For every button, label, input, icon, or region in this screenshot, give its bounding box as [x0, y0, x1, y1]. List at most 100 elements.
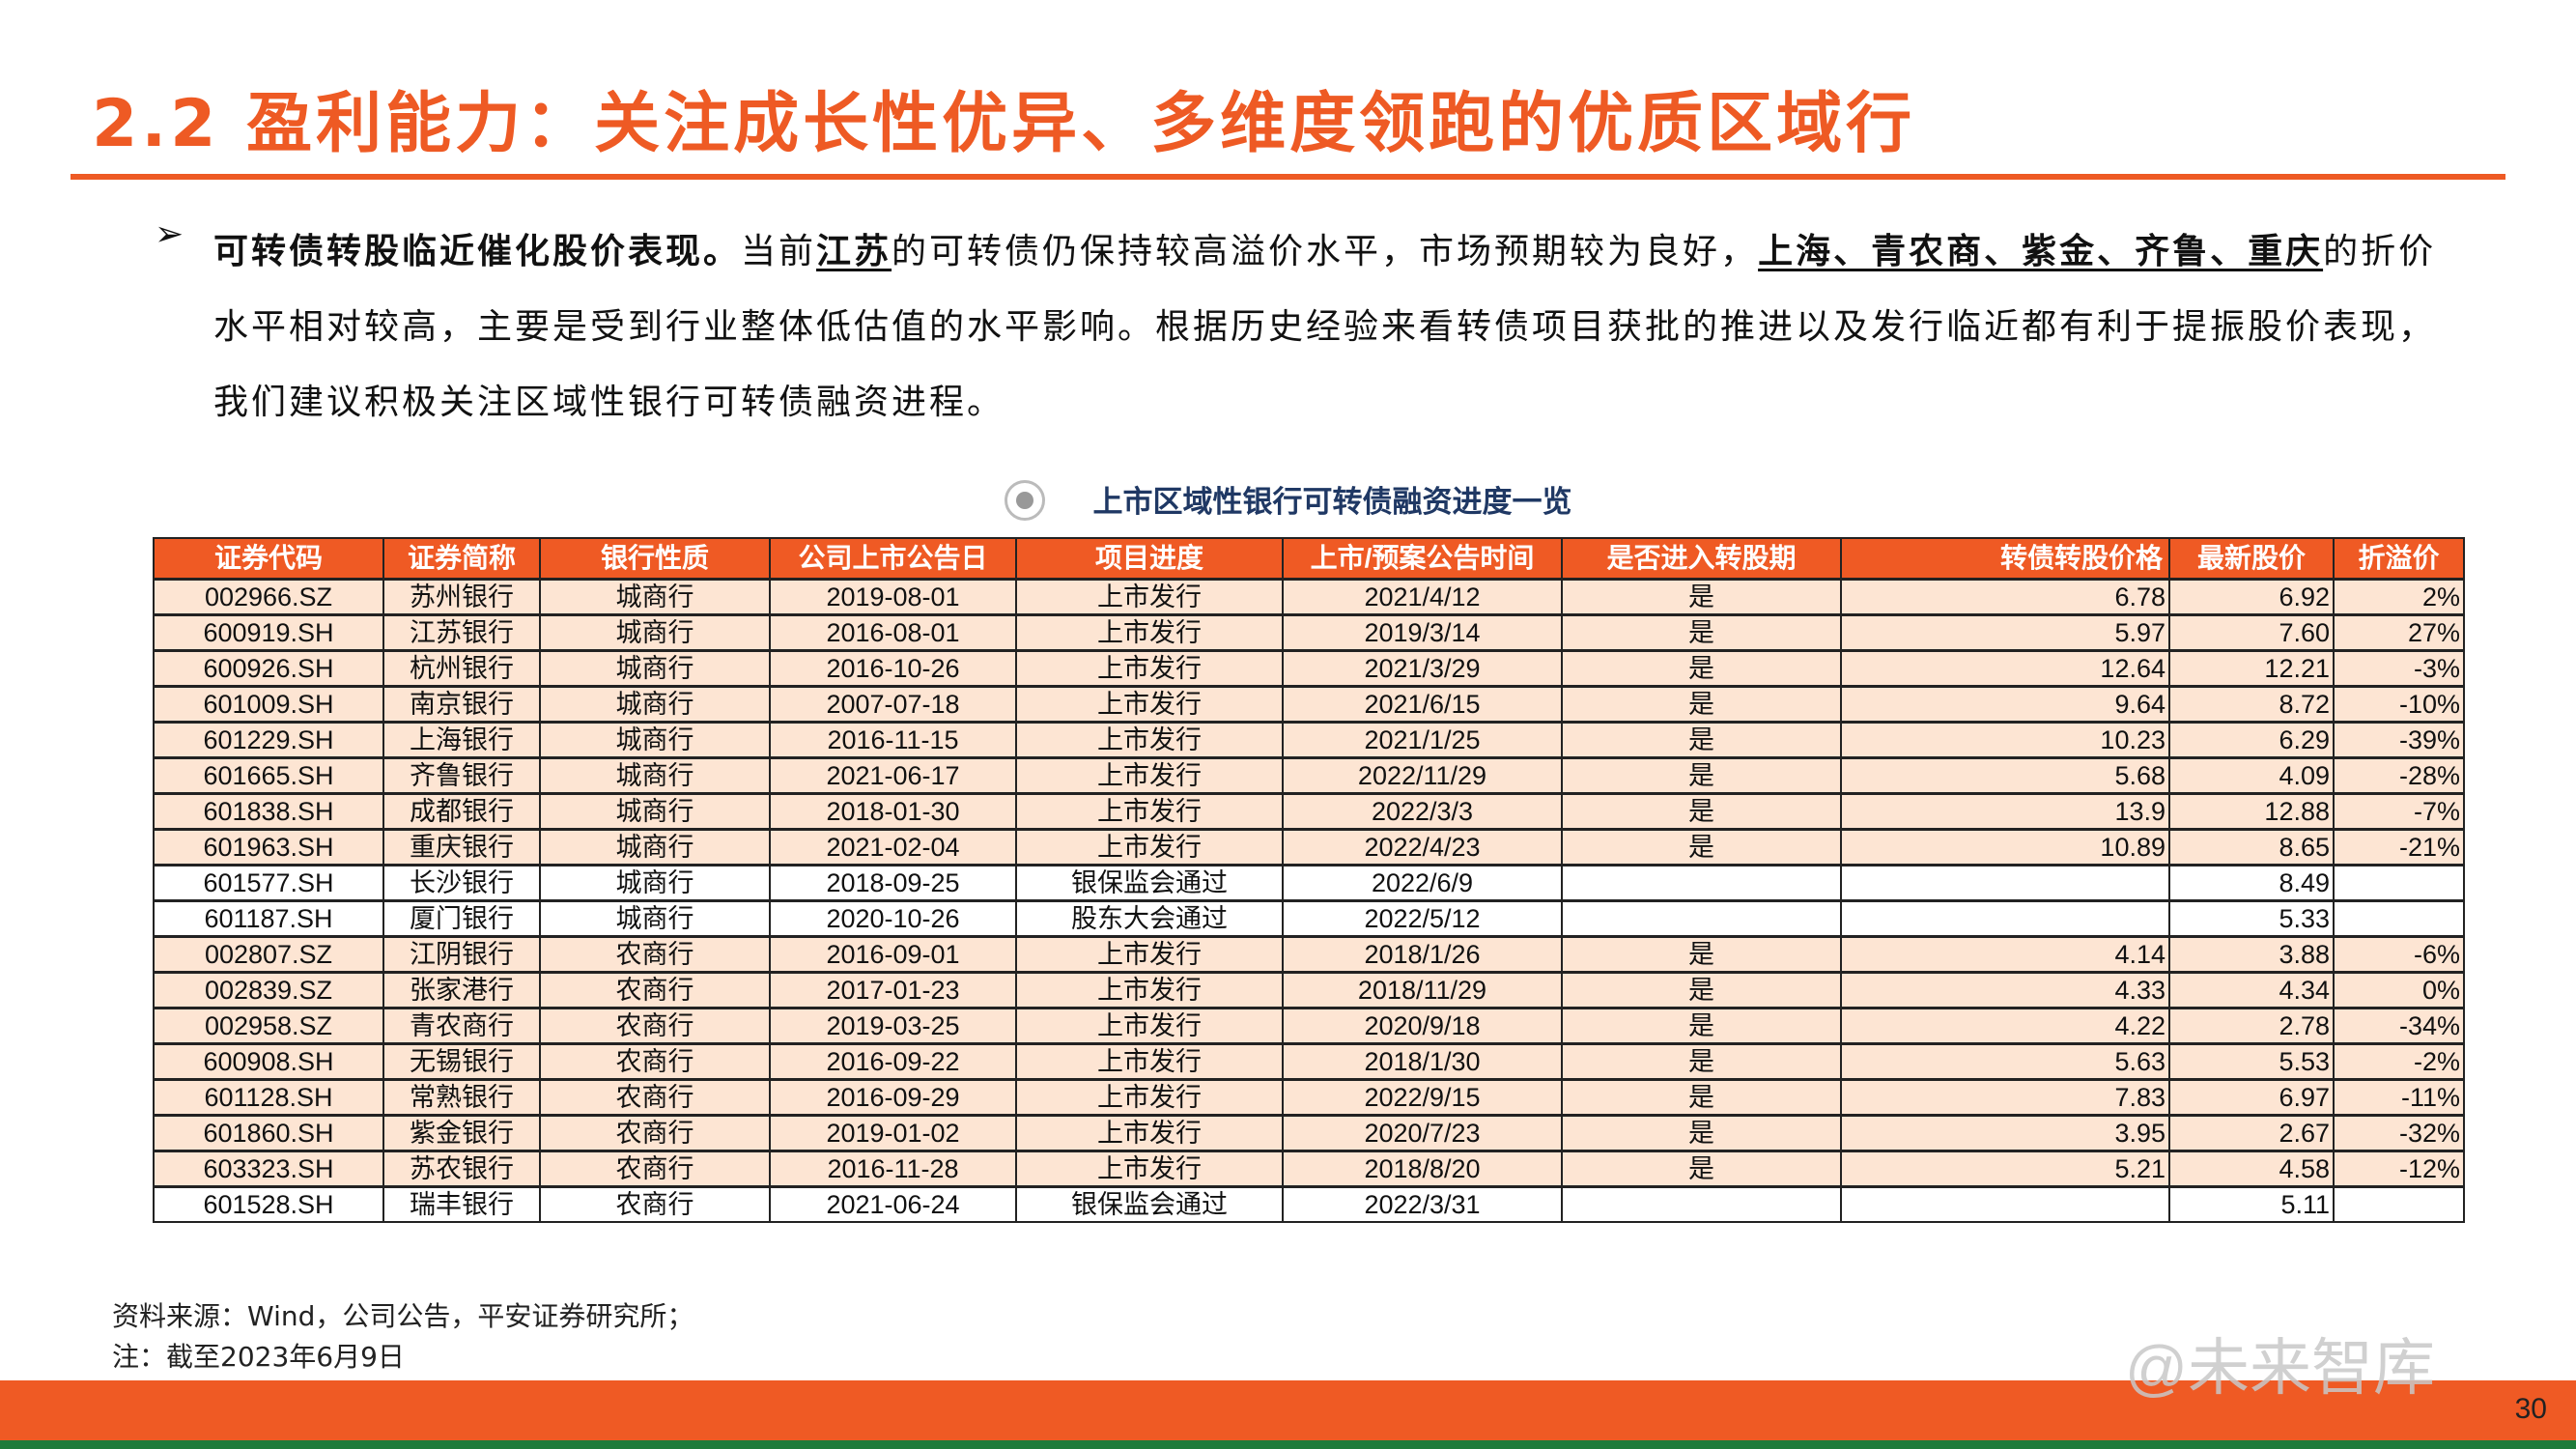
table-cell: -6% [2333, 934, 2465, 973]
table-row: 002807.SZ 江阴银行 农商行 2016-09-01 上市发行 2018/1/26 是… [153, 934, 2465, 973]
table-cell: 是 [1561, 612, 1842, 651]
table-cell: 2021/4/12 [1282, 577, 1563, 615]
bullet-arrow-icon: ➢ [155, 214, 184, 254]
table-cell: -2% [2333, 1041, 2465, 1080]
table-cell: 城商行 [539, 863, 771, 901]
table-cell: 600908.SH [153, 1041, 384, 1080]
table-cell: 601838.SH [153, 791, 384, 830]
table-cell: 6.97 [2168, 1077, 2335, 1116]
table-cell: 紫金银行 [382, 1113, 541, 1151]
table-cell: 是 [1561, 1077, 1842, 1116]
table-cell: 重庆银行 [382, 827, 541, 866]
table-cell: 城商行 [539, 827, 771, 866]
table-cell: 是 [1561, 720, 1842, 758]
table-cell: 2018/1/26 [1282, 934, 1563, 973]
table-cell: 齐鲁银行 [382, 755, 541, 794]
table-row: 601528.SH 瑞丰银行 农商行 2021-06-24 银保监会通过 2022/3/3… [153, 1184, 2465, 1223]
table-row: 601963.SH 重庆银行 城商行 2021-02-04 上市发行 2022/4/23 是… [153, 827, 2465, 866]
lead-text: 可转债转股临近催化股价表现。 [213, 232, 742, 271]
table-cell: 4.22 [1840, 1006, 2170, 1044]
table-cell: 城商行 [539, 898, 771, 937]
caption-text: 上市区域性银行可转债融资进度一览 [1092, 485, 1572, 520]
table-cell: 无锡银行 [382, 1041, 541, 1080]
table-cell: 是 [1561, 791, 1842, 830]
table-cell: 是 [1561, 1149, 1842, 1187]
text: 的折价水平相对较高，主要是受到行业整体低估值的水平影响。根据历史经验来看转债项目… [213, 232, 2437, 422]
table-cell: 601528.SH [153, 1184, 384, 1223]
summary-paragraph: 可转债转股临近催化股价表现。当前江苏的可转债仍保持较高溢价水平，市场预期较为良好… [213, 214, 2464, 440]
table-cell: 上市发行 [1015, 720, 1284, 758]
table-cell: 农商行 [539, 1041, 771, 1080]
table-cell: 12.64 [1840, 648, 2170, 687]
table-cell: 是 [1561, 970, 1842, 1009]
table-cell: 6.29 [2168, 720, 2335, 758]
table-cell: 2020/7/23 [1282, 1113, 1563, 1151]
table-cell: 002958.SZ [153, 1006, 384, 1044]
table-cell: 是 [1561, 577, 1842, 615]
table-cell: 常熟银行 [382, 1077, 541, 1116]
table-cell: 2018/8/20 [1282, 1149, 1563, 1187]
text: 当前 [741, 232, 817, 271]
table-cell: 农商行 [539, 1077, 771, 1116]
table-cell: 银保监会通过 [1015, 1184, 1284, 1223]
table-cell: 2020-10-26 [769, 898, 1017, 937]
table-cell [1840, 898, 2170, 937]
table-cell: 城商行 [539, 612, 771, 651]
table-cell: 6.78 [1840, 577, 2170, 615]
table-cell: 2% [2333, 577, 2465, 615]
table-cell: 4.14 [1840, 934, 2170, 973]
table-cell: 603323.SH [153, 1149, 384, 1187]
table-cell: -10% [2333, 684, 2465, 723]
table-cell: -21% [2333, 827, 2465, 866]
table-cell: 成都银行 [382, 791, 541, 830]
table-cell: 2021/1/25 [1282, 720, 1563, 758]
column-header: 公司上市公告日 [769, 537, 1017, 580]
source-note: 资料来源：Wind，公司公告，平安证券研究所； [112, 1300, 694, 1332]
table-cell: 2022/9/15 [1282, 1077, 1563, 1116]
table-cell: 是 [1561, 1041, 1842, 1080]
table-cell: 2016-11-15 [769, 720, 1017, 758]
table-cell: -11% [2333, 1077, 2465, 1116]
table-cell: 城商行 [539, 755, 771, 794]
table-cell: 上市发行 [1015, 1006, 1284, 1044]
table-cell: 农商行 [539, 1113, 771, 1151]
table-cell: -3% [2333, 648, 2465, 687]
table-cell: 601128.SH [153, 1077, 384, 1116]
table-row: 600919.SH 江苏银行 城商行 2016-08-01 上市发行 2019/3/14 是… [153, 612, 2465, 651]
table-cell: 5.68 [1840, 755, 2170, 794]
table-cell: 2.67 [2168, 1113, 2335, 1151]
table-cell: 002807.SZ [153, 934, 384, 973]
table-cell: -12% [2333, 1149, 2465, 1187]
table-cell: 上市发行 [1015, 612, 1284, 651]
table-cell: 上市发行 [1015, 648, 1284, 687]
table-cell: 上市发行 [1015, 1041, 1284, 1080]
column-header: 最新股价 [2168, 537, 2335, 580]
table-cell: 2018-01-30 [769, 791, 1017, 830]
table-cell: 601229.SH [153, 720, 384, 758]
table-row: 601229.SH 上海银行 城商行 2016-11-15 上市发行 2021/1/25 是… [153, 720, 2465, 758]
table-cell: 上海银行 [382, 720, 541, 758]
table-cell: 上市发行 [1015, 791, 1284, 830]
table-cell: 002839.SZ [153, 970, 384, 1009]
table-cell: 12.88 [2168, 791, 2335, 830]
table-cell: 农商行 [539, 970, 771, 1009]
footer-bar [0, 1380, 2576, 1440]
table-cell: 上市发行 [1015, 1149, 1284, 1187]
table-cell: 2021-02-04 [769, 827, 1017, 866]
table-cell [1840, 863, 2170, 901]
table-cell: 2021/3/29 [1282, 648, 1563, 687]
table-cell: 2016-09-29 [769, 1077, 1017, 1116]
table-cell: 城商行 [539, 648, 771, 687]
table-cell: 城商行 [539, 577, 771, 615]
table-cell [1561, 863, 1842, 901]
table-header-row: 证券代码 证券简称 银行性质 公司上市公告日 项目进度 上市/预案公告时间 是否进入转股期转… [153, 537, 2465, 580]
table-cell: 2019-08-01 [769, 577, 1017, 615]
table-row: 002839.SZ 张家港行 农商行 2017-01-23 上市发行 2018/11/29… [153, 970, 2465, 1009]
table-cell: 江阴银行 [382, 934, 541, 973]
table-cell: 5.63 [1840, 1041, 2170, 1080]
table-cell: 上市发行 [1015, 934, 1284, 973]
table-cell: 上市发行 [1015, 1077, 1284, 1116]
table-cell: 0% [2333, 970, 2465, 1009]
table-cell: 12.21 [2168, 648, 2335, 687]
table-cell: 瑞丰银行 [382, 1184, 541, 1223]
